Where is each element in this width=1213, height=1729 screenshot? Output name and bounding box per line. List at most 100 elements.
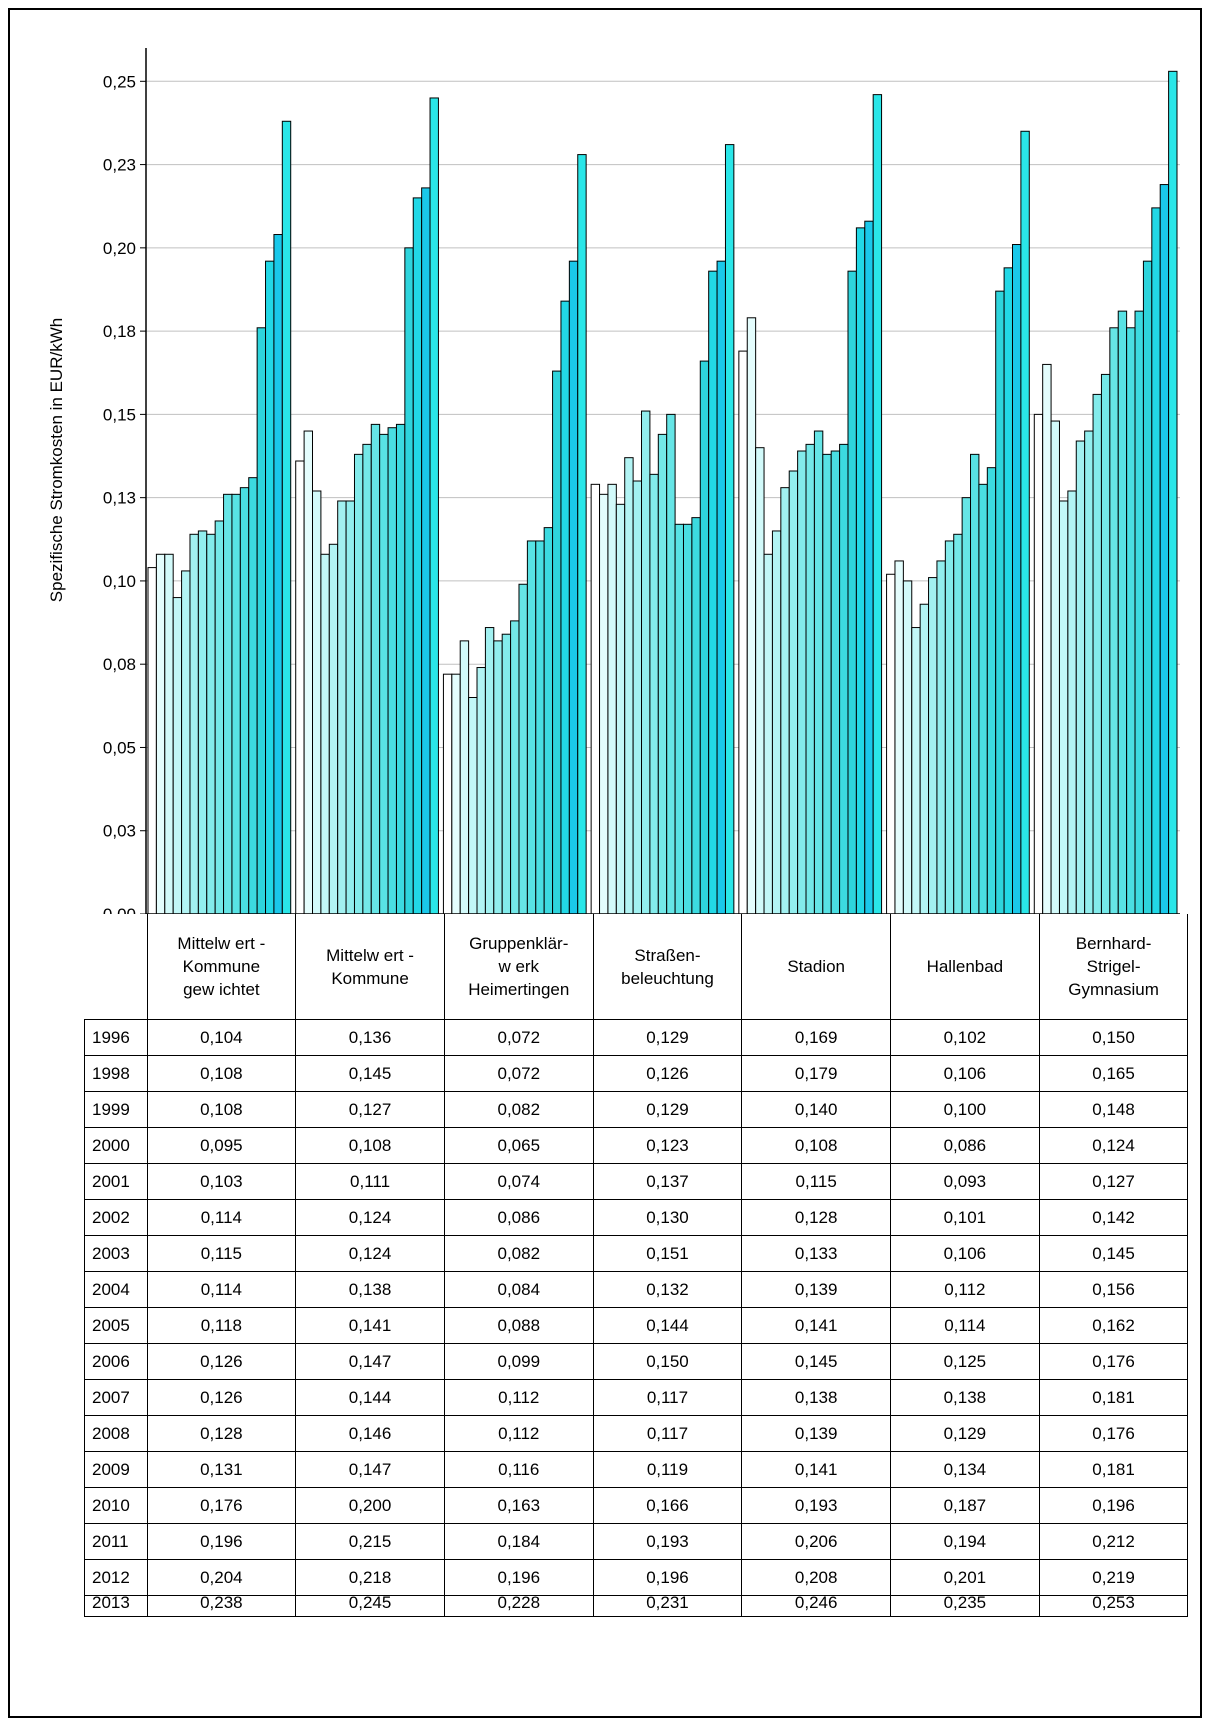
table-cell: 0,151: [592, 1235, 743, 1272]
table-row: 2010 0,176 0,200 0,163 0,166 0,193 0,187 0,196: [84, 1487, 1189, 1524]
table-cell: 0,204: [146, 1559, 297, 1596]
bar: [1151, 207, 1161, 914]
table-cell: 0,136: [295, 1019, 445, 1056]
bar: [872, 94, 883, 914]
table-cell: 0,176: [146, 1487, 297, 1524]
bar: [1126, 327, 1136, 914]
bar: [273, 234, 283, 914]
table-row: 1998 0,108 0,145 0,072 0,126 0,179 0,106 0,165: [84, 1055, 1189, 1092]
bar: [442, 673, 453, 914]
category-label-line: beleuchtung: [621, 968, 714, 988]
table-row: 2004 0,114 0,138 0,084 0,132 0,139 0,112 0,156: [84, 1271, 1189, 1308]
category-label-line: Heimertingen: [468, 980, 570, 999]
category-label-line: Kommune: [182, 957, 261, 976]
table-cell: 0,137: [592, 1163, 743, 1200]
category-header: Gruppenklär-w erk Heimertingen: [443, 914, 594, 1020]
bar: [404, 247, 414, 914]
table-cell: 0,124: [295, 1199, 445, 1236]
y-tick-label: 0,15: [103, 405, 136, 424]
table-cell: 0,187: [890, 1487, 1040, 1524]
bar: [281, 120, 292, 914]
year-label: 2003: [84, 1235, 148, 1272]
category-label-line: Kommune: [331, 968, 409, 988]
table-cell: 0,086: [443, 1199, 594, 1236]
table-cell: 0,141: [741, 1451, 892, 1488]
bar: [738, 350, 748, 914]
y-tick-label: 0,10: [103, 572, 136, 591]
table-cell: 0,163: [443, 1487, 594, 1524]
category-label-line: Stadion: [787, 957, 845, 976]
year-label: 2010: [84, 1487, 148, 1524]
bar: [1050, 420, 1060, 914]
y-tick-label: 0,00: [103, 905, 136, 914]
table-cell: 0,196: [146, 1523, 297, 1560]
table-cell: 0,165: [1038, 1055, 1189, 1092]
table-cell: 0,128: [146, 1415, 297, 1452]
table-cell: 0,093: [890, 1163, 1040, 1200]
bar: [797, 450, 807, 914]
bar: [248, 477, 258, 914]
bar-groups: [147, 70, 1178, 914]
table-cell: 0,065: [443, 1127, 594, 1164]
table-cell: 0,129: [592, 1019, 743, 1056]
table-cell: 0,146: [295, 1415, 445, 1452]
bar: [1100, 373, 1111, 914]
category-header: Bernhard- Strigel- Gymnasium: [1038, 914, 1189, 1020]
bar: [295, 460, 305, 914]
table-row: 2008 0,128 0,146 0,112 0,117 0,139 0,129 0,176: [84, 1415, 1189, 1452]
bar: [256, 327, 267, 914]
bar: [577, 154, 587, 914]
bar: [624, 457, 634, 914]
bar: [223, 493, 233, 914]
y-tick-label: 0,18: [103, 322, 136, 341]
bar: [970, 453, 980, 914]
category-header: Hallenbad: [890, 914, 1040, 1020]
table-cell: 0,082: [443, 1091, 594, 1128]
table-cell: 0,088: [443, 1307, 594, 1344]
table-cell: 0,150: [592, 1343, 743, 1380]
bar: [1168, 70, 1178, 914]
table-row: 2001 0,103 0,111 0,074 0,137 0,115 0,093 0,127: [84, 1163, 1189, 1200]
category-label-line: Strigel-: [1086, 957, 1141, 976]
category-label-line: Bernhard-: [1075, 934, 1152, 953]
bar: [855, 227, 866, 914]
table-cell: 0,126: [146, 1343, 297, 1380]
table-cell: 0,116: [443, 1451, 594, 1488]
y-tick-label: 0,25: [103, 72, 136, 91]
year-label: 2009: [84, 1451, 148, 1488]
table-row: 2003 0,115 0,124 0,082 0,151 0,133 0,106 0,145: [84, 1235, 1189, 1272]
table-cell: 0,238: [146, 1595, 297, 1617]
category-header: Mittelw ert - Kommune: [295, 914, 445, 1020]
year-label: 1999: [84, 1091, 148, 1128]
table-cell: 0,086: [890, 1127, 1040, 1164]
bar: [771, 530, 782, 914]
bar: [1011, 244, 1022, 914]
bar: [1117, 310, 1128, 914]
table-cell: 0,072: [443, 1055, 594, 1092]
table-cell: 0,150: [1038, 1019, 1189, 1056]
table-cell: 0,118: [146, 1307, 297, 1344]
bar: [412, 197, 423, 914]
table-cell: 0,074: [443, 1163, 594, 1200]
bar: [788, 470, 799, 914]
category-label-line: gew ichtet: [183, 980, 260, 999]
bar: [1003, 267, 1013, 914]
bar: [206, 533, 216, 914]
bar: [320, 553, 330, 914]
category-header: Mittelw ert - Kommune gew ichtet: [146, 914, 297, 1020]
table-cell: 0,196: [1038, 1487, 1189, 1524]
y-tick-label: 0,23: [103, 156, 136, 175]
bar: [214, 520, 225, 914]
table-cell: 0,145: [295, 1055, 445, 1092]
table-cell: 0,201: [890, 1559, 1040, 1596]
table-row: 1999 0,108 0,127 0,082 0,129 0,140 0,100 0,148: [84, 1091, 1189, 1128]
table-cell: 0,169: [741, 1019, 892, 1056]
bar: [590, 483, 601, 914]
table-cell: 0,134: [890, 1451, 1040, 1488]
table-row: 2013 0,238 0,245 0,228 0,231 0,246 0,235 0,253: [84, 1595, 1189, 1617]
table-cell: 0,128: [741, 1199, 892, 1236]
bar: [1042, 363, 1052, 914]
table-cell: 0,253: [1038, 1595, 1189, 1617]
table-cell: 0,166: [592, 1487, 743, 1524]
table-cell: 0,176: [1038, 1343, 1189, 1380]
